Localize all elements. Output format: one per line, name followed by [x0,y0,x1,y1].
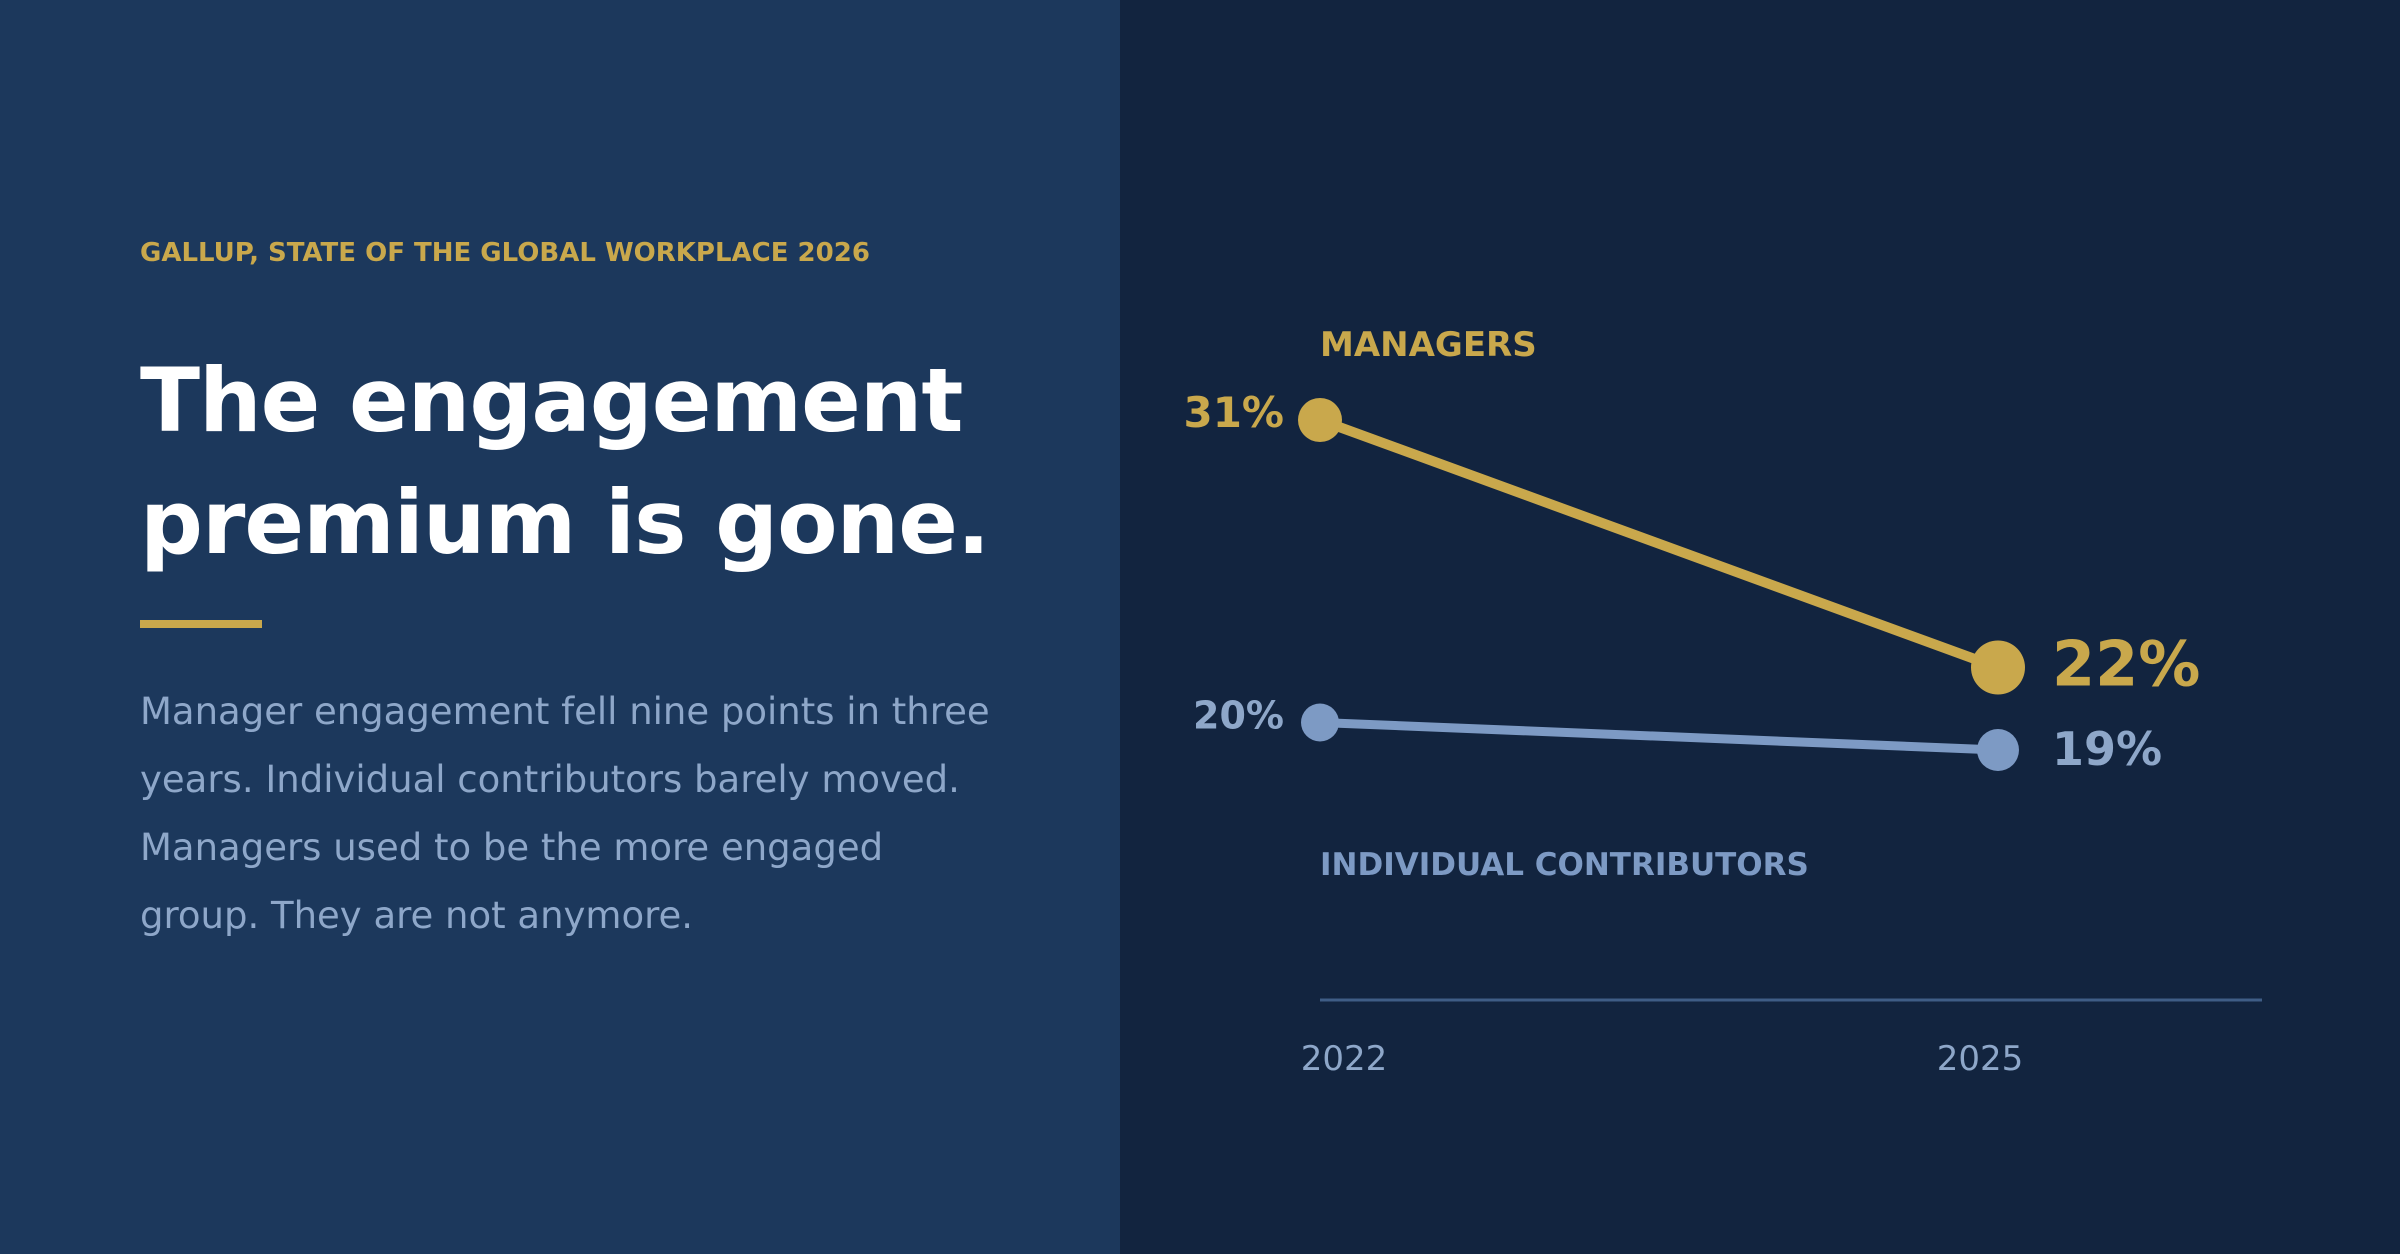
managers-value-label-2022: 31% [1183,388,1284,437]
individual-contributors-point-2025 [1977,729,2019,771]
x-tick-label-2025: 2025 [1937,1039,2024,1079]
body-copy: Manager engagement fell nine points in t… [140,690,990,937]
headline: The engagement premium is gone. [140,340,1040,584]
managers-line [1315,415,2003,673]
headline-line-2: premium is gone. [140,471,990,574]
series-managers: MANAGERS 31% 22% [1183,325,2200,701]
x-tick-labels: 2022 2025 [1301,1039,2024,1079]
accent-rule [140,620,262,628]
series-label-individual-contributors: INDIVIDUAL CONTRIBUTORS [1320,847,1809,883]
series-label-managers: MANAGERS [1320,325,1537,365]
left-text-panel: GALLUP, STATE OF THE GLOBAL WORKPLACE 20… [0,0,1120,1254]
series-individual-contributors: 20% 19% INDIVIDUAL CONTRIBUTORS [1193,694,2162,884]
individual-contributors-value-label-2022: 20% [1193,694,1284,738]
managers-point-2022 [1298,398,1342,442]
individual-contributors-value-label-2025: 19% [2052,722,2162,776]
managers-point-2025 [1971,640,2025,695]
individual-contributors-point-2022 [1301,703,1339,742]
individual-contributors-line [1315,718,2003,755]
source-label: GALLUP, STATE OF THE GLOBAL WORKPLACE 20… [140,238,870,268]
headline-line-1: The engagement [140,349,963,452]
x-tick-label-2022: 2022 [1301,1039,1388,1079]
managers-value-label-2025: 22% [2052,628,2200,701]
